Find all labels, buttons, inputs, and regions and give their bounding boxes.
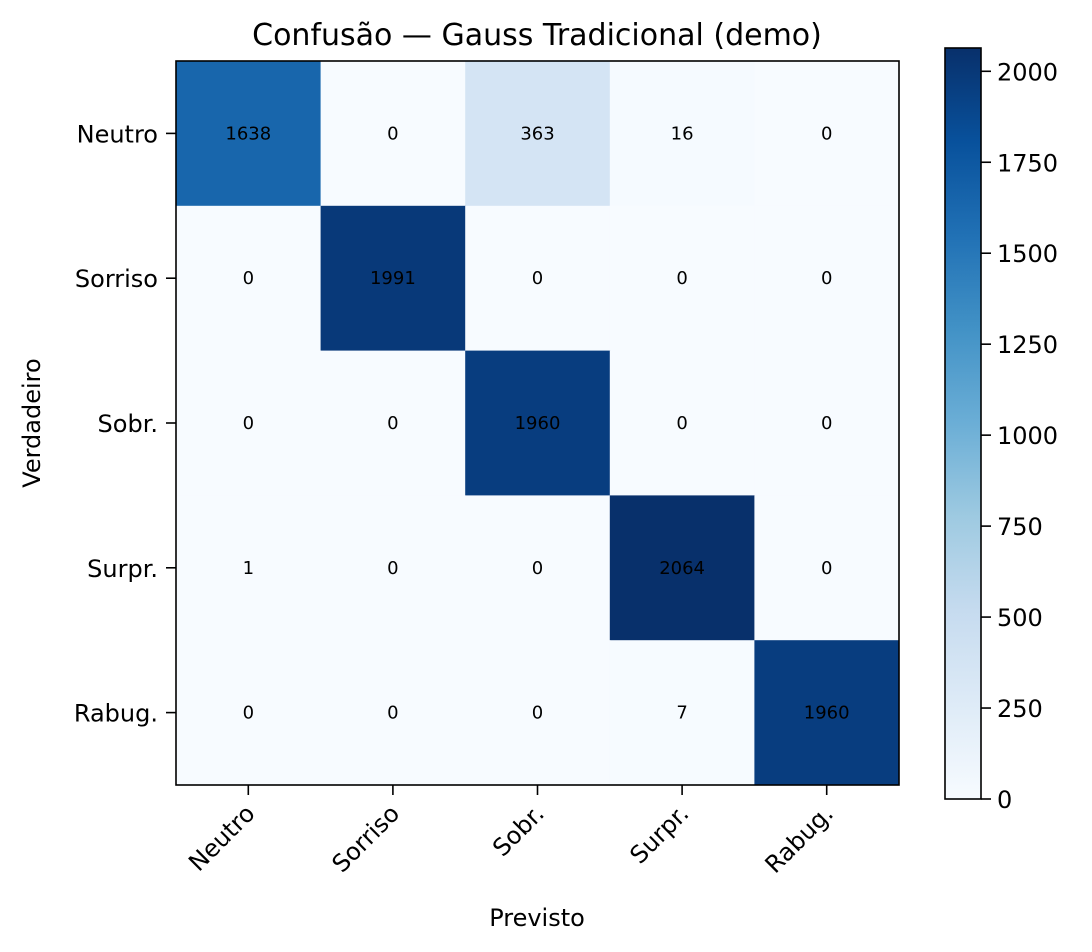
heatmap-cell (320, 61, 466, 207)
cell-value-label: 0 (387, 413, 398, 434)
heatmap-cell (320, 640, 466, 786)
heatmap-cell (754, 495, 900, 641)
heatmap-cell (609, 350, 755, 496)
heatmap-cell (465, 640, 611, 786)
heatmap-cell (465, 350, 611, 496)
heatmap-cell (609, 640, 755, 786)
heatmap-cell (320, 495, 466, 641)
heatmap-cell (176, 495, 322, 641)
colorbar-tick-label: 1500 (997, 240, 1058, 268)
y-tick-label: Neutro (77, 120, 158, 148)
heatmap-cell (754, 205, 900, 352)
x-axis-ticks: Neutro Sorriso Sobr. Surpr. Rabug. (183, 785, 839, 879)
y-tick-label: Rabug. (74, 700, 158, 728)
heatmap-cell (320, 205, 466, 352)
cell-value-label: 0 (387, 703, 398, 724)
cell-value-label: 2064 (659, 558, 705, 579)
cell-value-label: 1991 (370, 268, 416, 289)
x-tick-label: Surpr. (624, 799, 694, 869)
heatmap-cell (754, 61, 900, 207)
heatmap-cell (465, 205, 611, 352)
x-tick-label: Neutro (183, 799, 260, 876)
cell-value-label: 0 (243, 413, 254, 434)
colorbar-ticks: 0 250 500 750 1000 1250 1500 1750 2000 (981, 58, 1058, 814)
colorbar-tick-label: 1250 (997, 331, 1058, 359)
cell-value-label: 0 (532, 268, 543, 289)
heatmap-cell (465, 495, 611, 641)
cell-value-label: 16 (671, 123, 694, 144)
heatmap-cell (465, 61, 611, 207)
colorbar-tick-label: 2000 (997, 58, 1058, 86)
colorbar-tick-label: 250 (997, 695, 1043, 723)
cell-value-label: 0 (243, 268, 254, 289)
cell-value-label: 1960 (804, 703, 850, 724)
heatmap-cell (176, 205, 322, 352)
heatmap-cell (754, 640, 900, 786)
cell-value-label: 363 (520, 123, 554, 144)
x-axis-label: Previsto (489, 904, 585, 932)
heatmap-cell (320, 350, 466, 496)
heatmap-cell (176, 61, 322, 207)
x-tick-label: Sorriso (327, 799, 406, 878)
colorbar-tick-label: 1000 (997, 422, 1058, 450)
heatmap-cell (754, 350, 900, 496)
cell-value-label: 0 (243, 703, 254, 724)
cell-value-labels: 1638 0 363 16 0 0 1991 0 0 0 0 0 1960 0 0 1 0 0 2064 0 0 0 0 7 1… (225, 123, 849, 723)
cell-value-label: 7 (676, 703, 687, 724)
cell-value-label: 0 (387, 558, 398, 579)
cell-value-label: 0 (821, 413, 832, 434)
y-tick-label: Surpr. (87, 555, 158, 583)
x-tick-label: Rabug. (760, 799, 839, 878)
chart-title: Confusão — Gauss Tradicional (demo) (252, 18, 822, 53)
y-tick-label: Sorriso (75, 265, 158, 293)
cell-value-label: 0 (821, 123, 832, 144)
cell-value-label: 0 (676, 268, 687, 289)
cell-value-label: 0 (387, 123, 398, 144)
heatmap-cell (609, 61, 755, 207)
colorbar-tick-label: 0 (997, 786, 1012, 814)
colorbar (944, 47, 982, 800)
y-axis-ticks: Neutro Sorriso Sobr. Surpr. Rabug. (74, 120, 176, 728)
heatmap-cells (176, 61, 900, 786)
y-tick-label: Sobr. (98, 410, 158, 438)
heatmap-cell (176, 640, 322, 786)
cell-value-label: 1638 (225, 123, 271, 144)
cell-value-label: 0 (532, 558, 543, 579)
cell-value-label: 0 (676, 413, 687, 434)
colorbar-tick-label: 500 (997, 604, 1043, 632)
cell-value-label: 0 (532, 703, 543, 724)
colorbar-tick-label: 750 (997, 513, 1043, 541)
heatmap-cell (609, 205, 755, 352)
heatmap-cell (176, 350, 322, 496)
heatmap-cell (609, 495, 755, 641)
cell-value-label: 1 (243, 558, 254, 579)
y-axis-label: Verdadeiro (18, 358, 46, 487)
cell-value-label: 0 (821, 268, 832, 289)
colorbar-tick-label: 1750 (997, 149, 1058, 177)
cell-value-label: 0 (821, 558, 832, 579)
x-tick-label: Sobr. (487, 799, 550, 862)
cell-value-label: 1960 (515, 413, 561, 434)
